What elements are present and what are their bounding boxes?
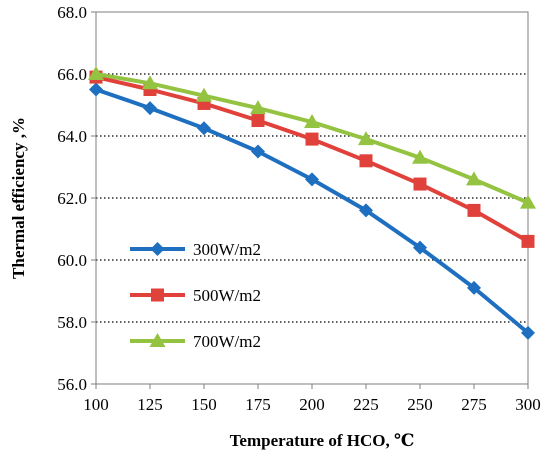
axes: 56.0 58.0 60.0 62.0 64.0 66.0 68.0 100 125 150 175…: [57, 3, 541, 414]
y-tick-label-2: 60.0: [57, 251, 87, 270]
series-group: [88, 66, 536, 340]
legend-label-1: 500W/m2: [193, 286, 261, 305]
grid-lines: [96, 73, 528, 323]
data-point-2-6: [412, 149, 428, 164]
legend-marker-2: [149, 333, 166, 347]
legend-marker-1: [151, 288, 164, 302]
x-tick-label-2: 150: [191, 395, 217, 414]
data-point-1-3: [251, 114, 265, 127]
x-tick-label-8: 300: [515, 395, 541, 414]
x-tick-label-1: 125: [137, 395, 163, 414]
x-tick-label-6: 250: [407, 395, 433, 414]
legend-label-2: 700W/m2: [193, 332, 261, 351]
data-point-2-1: [142, 75, 158, 90]
data-point-1-7: [467, 203, 481, 217]
data-point-1-5: [359, 154, 373, 168]
data-point-1-8: [521, 234, 535, 248]
x-tick-label-3: 175: [245, 395, 271, 414]
data-point-0-1: [143, 101, 157, 116]
data-point-2-8: [520, 194, 536, 209]
y-tick-label-1: 58.0: [57, 313, 87, 332]
data-point-0-2: [197, 121, 211, 136]
y-tick-label-4: 64.0: [57, 127, 87, 146]
data-point-0-0: [89, 82, 103, 97]
y-tick-label-0: 56.0: [57, 375, 87, 394]
x-tick-label-4: 200: [299, 395, 325, 414]
data-point-2-2: [196, 87, 212, 102]
x-tick-label-0: 100: [83, 395, 109, 414]
series-2: [88, 66, 536, 209]
y-tick-label-5: 66.0: [57, 65, 87, 84]
data-point-0-6: [413, 240, 427, 255]
y-tick-label-6: 68.0: [57, 3, 87, 22]
data-point-2-3: [250, 100, 266, 115]
x-axis-title: Temperature of HCO, ℃: [230, 431, 415, 450]
data-point-0-8: [521, 325, 535, 340]
legend: 300W/m2 500W/m2 700W/m2: [130, 240, 261, 351]
data-point-0-3: [251, 144, 265, 159]
y-axis-title: Thermal efficiency ,%: [9, 117, 28, 279]
data-point-0-7: [467, 280, 481, 295]
x-tick-label-5: 225: [353, 395, 379, 414]
y-tick-label-3: 62.0: [57, 189, 87, 208]
series-0: [89, 82, 535, 340]
series-1: [89, 70, 535, 248]
legend-marker-0: [150, 242, 165, 256]
data-point-0-4: [305, 172, 319, 187]
data-point-2-7: [466, 171, 482, 186]
data-point-0-5: [359, 203, 373, 218]
data-point-2-4: [304, 114, 320, 129]
data-point-2-5: [358, 131, 374, 146]
x-tick-label-7: 275: [461, 395, 487, 414]
data-point-1-6: [413, 177, 427, 191]
legend-label-0: 300W/m2: [193, 240, 261, 259]
data-point-1-4: [305, 132, 319, 146]
data-point-2-0: [88, 66, 104, 80]
series-line-1: [94, 75, 530, 244]
